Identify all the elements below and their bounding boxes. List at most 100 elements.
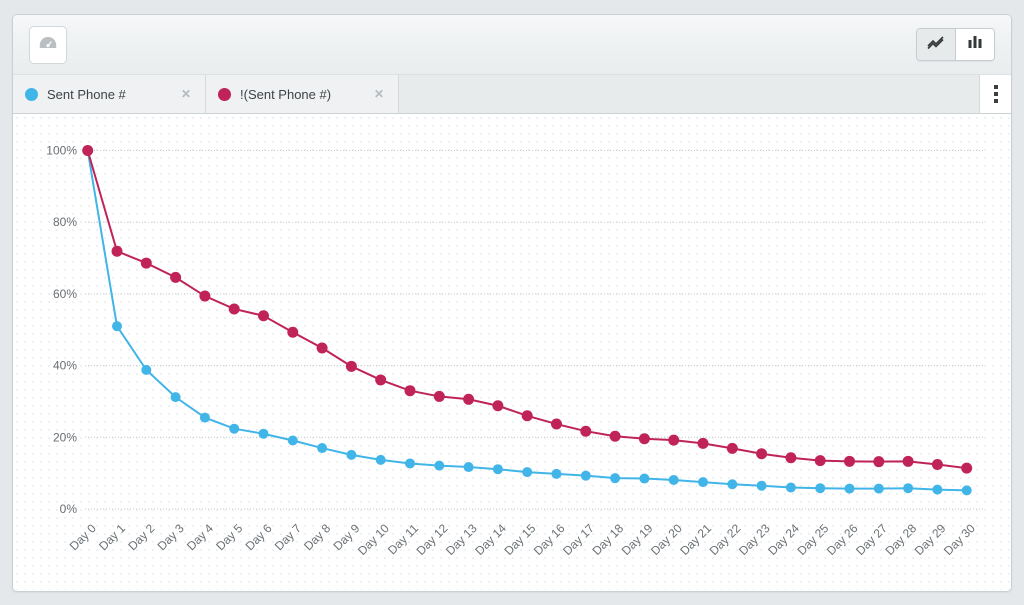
x-axis-label: Day 22 [707,521,744,558]
x-axis-label: Day 20 [648,521,685,558]
x-axis-label: Day 4 [184,521,216,553]
data-point[interactable] [932,484,943,495]
data-point[interactable] [873,483,884,494]
data-point[interactable] [551,418,562,430]
data-point[interactable] [492,464,503,475]
data-point[interactable] [814,455,826,467]
x-axis-label: Day 21 [677,521,714,558]
toolbar [13,15,1011,74]
data-point[interactable] [610,473,621,484]
overflow-menu-button[interactable] [979,75,1011,113]
data-point[interactable] [668,434,680,446]
data-point[interactable] [346,449,357,460]
data-point[interactable] [228,303,240,315]
data-point[interactable] [698,477,708,488]
x-axis-label: Day 13 [443,521,480,558]
data-point[interactable] [844,483,855,494]
close-icon[interactable]: ✕ [180,87,191,101]
series-line-0 [86,150,967,492]
x-axis-label: Day 18 [589,521,626,558]
x-axis-label: Day 2 [125,521,157,553]
tab-not-sent-phone[interactable]: !(Sent Phone #) ✕ [206,75,399,113]
data-point[interactable] [522,467,533,478]
data-point[interactable] [463,393,475,405]
data-point[interactable] [580,425,592,437]
y-axis-tick-label: 60% [53,287,77,301]
data-point[interactable] [639,473,650,484]
data-point[interactable] [609,430,621,442]
data-point[interactable] [287,435,298,446]
x-axis-label: Day 19 [619,521,656,558]
tab-label: Sent Phone # [47,86,126,102]
bar-chart-icon [967,34,983,55]
data-point[interactable] [82,145,94,156]
data-point[interactable] [785,482,796,493]
data-point[interactable] [785,452,797,464]
data-point[interactable] [112,321,122,332]
y-axis-tick-label: 20% [53,430,77,444]
data-point[interactable] [756,448,768,460]
data-point[interactable] [521,410,533,422]
data-point[interactable] [140,257,152,269]
data-point[interactable] [111,245,123,257]
data-point[interactable] [287,326,299,338]
data-point[interactable] [697,437,709,449]
data-point[interactable] [961,485,972,496]
data-point[interactable] [492,400,504,412]
data-point[interactable] [902,455,914,467]
data-point[interactable] [873,456,885,468]
data-point[interactable] [433,390,445,402]
x-axis-label: Day 14 [472,521,509,558]
data-point[interactable] [170,392,181,403]
data-point[interactable] [727,479,738,490]
data-point[interactable] [345,360,357,372]
data-point[interactable] [141,364,152,375]
data-point[interactable] [961,462,973,474]
x-axis-label: Day 10 [355,521,392,558]
data-point[interactable] [463,462,474,473]
retention-chart: 0% 20% 40% 60% 80% 100% Day 0 Day 1 Day 2 Day 3 Da… [13,114,1011,590]
line-chart-button[interactable] [917,29,955,60]
data-point[interactable] [405,458,415,469]
x-axis-label: Day 3 [155,521,187,553]
data-point[interactable] [434,460,445,471]
series-color-dot [25,87,38,101]
data-point[interactable] [638,433,650,445]
line-chart-icon [926,34,946,55]
gauge-icon [38,35,58,56]
data-point[interactable] [931,459,943,471]
data-point[interactable] [317,443,328,454]
x-axis-label: Day 25 [795,521,832,558]
data-point[interactable] [726,442,738,454]
data-point[interactable] [375,454,386,465]
data-point[interactable] [229,423,240,434]
data-point[interactable] [756,480,767,491]
chart-type-toggle [916,28,995,61]
close-icon[interactable]: ✕ [373,87,384,101]
data-point[interactable] [316,342,328,354]
y-axis-tick-label: 0% [60,502,78,516]
data-point[interactable] [258,310,269,322]
kebab-menu-icon [993,85,998,103]
tab-label: !(Sent Phone #) [240,86,332,102]
data-point[interactable] [404,385,416,397]
data-point[interactable] [375,374,387,386]
data-point[interactable] [551,468,562,479]
bar-chart-button[interactable] [955,29,994,60]
dashboard-button[interactable] [29,26,67,64]
data-point[interactable] [199,412,210,423]
data-point[interactable] [668,474,679,485]
data-point[interactable] [258,428,269,439]
data-point[interactable] [815,483,826,494]
data-point[interactable] [170,271,182,283]
tab-sent-phone[interactable]: Sent Phone # ✕ [13,75,206,113]
data-point[interactable] [580,470,591,481]
data-point[interactable] [844,455,855,467]
x-axis-label: Day 11 [385,521,421,557]
chart-panel: Sent Phone # ✕ !(Sent Phone #) ✕ 0% 20% 40… [12,14,1012,592]
x-axis-label: Day 0 [67,521,99,553]
data-point[interactable] [199,290,211,302]
data-point[interactable] [903,483,914,494]
x-axis-label: Day 24 [765,521,802,558]
